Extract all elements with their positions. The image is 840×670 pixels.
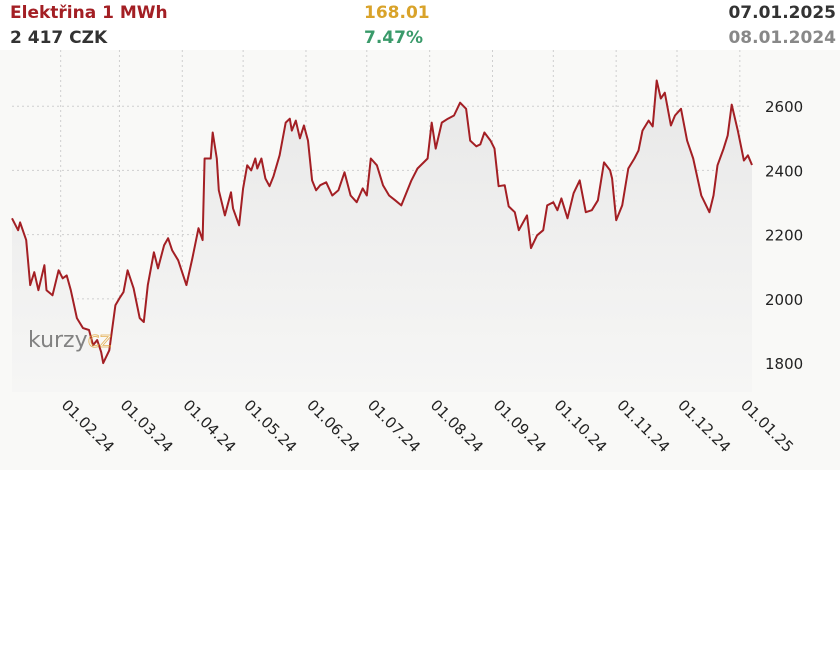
watermark-text: cz [88, 328, 112, 353]
watermark-logo: kurzycz [28, 328, 111, 353]
y-tick-label: 2400 [765, 162, 803, 180]
y-tick-label: 2200 [765, 227, 803, 245]
area [12, 80, 752, 392]
title: Elektřina 1 MWh [10, 3, 168, 23]
price: 2 417 CZK [10, 28, 108, 48]
y-tick-label: 1800 [765, 355, 803, 373]
header-background [0, 0, 840, 50]
change: 168.01 [364, 3, 430, 23]
watermark-text: kurzy [28, 328, 88, 353]
date-end: 07.01.2025 [728, 3, 836, 23]
y-tick-label: 2600 [765, 98, 803, 116]
date-start: 08.01.2024 [728, 28, 836, 48]
change-pct: 7.47% [364, 28, 423, 48]
y-tick-label: 2000 [765, 291, 803, 309]
line [11, 79, 753, 365]
